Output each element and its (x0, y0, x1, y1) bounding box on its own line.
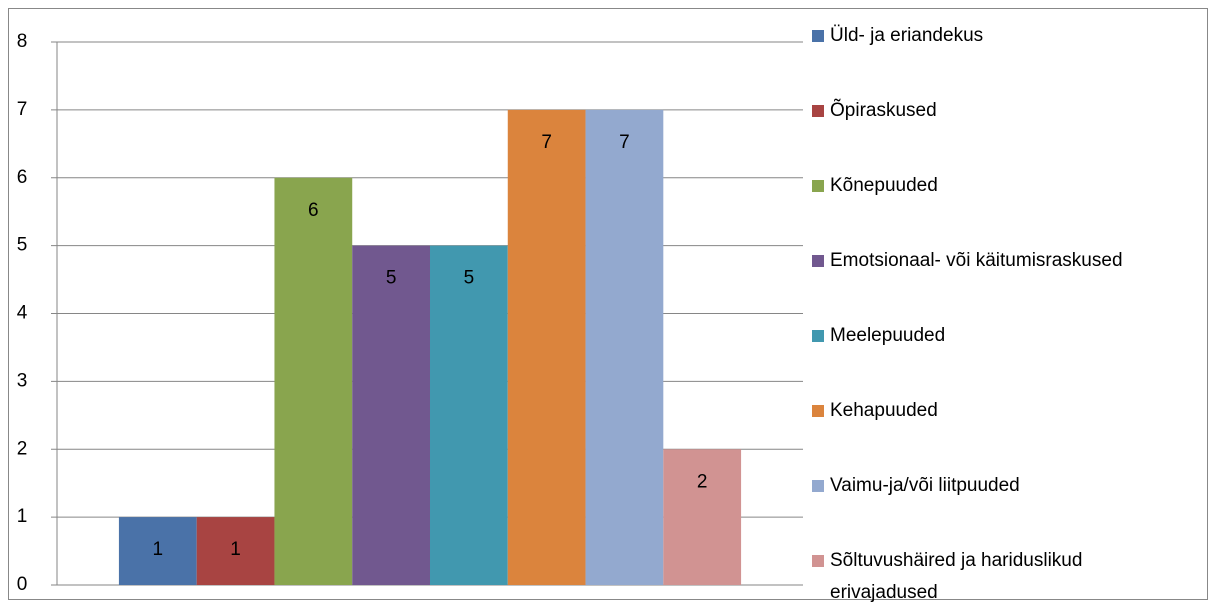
legend-label: Üld- ja eriandekus (830, 25, 984, 46)
legend-label: Emotsionaal- või käitumisraskused (830, 250, 1123, 271)
legend-item: Sõltuvushäired ja hariduslikud erivajadu… (812, 545, 1190, 609)
data-label: 2 (697, 471, 708, 492)
legend-label: Sõltuvushäired ja hariduslikud erivajadu… (830, 550, 1083, 603)
legend-item: Kõnepuuded (812, 170, 1190, 202)
legend-label: Õpiraskused (830, 100, 937, 121)
data-label: 5 (464, 268, 475, 289)
legend-swatch (812, 30, 824, 42)
legend-swatch (812, 555, 824, 567)
y-tick-label: 5 (17, 235, 28, 256)
y-tick-label: 6 (17, 167, 28, 188)
bar (118, 517, 197, 585)
data-label: 7 (619, 132, 630, 153)
legend-item: Vaimu-ja/või liitpuuded (812, 470, 1190, 502)
bar (274, 177, 353, 585)
y-tick-label: 0 (17, 574, 28, 595)
legend-swatch (812, 105, 824, 117)
bar (352, 245, 430, 585)
legend-label: Vaimu-ja/või liitpuuded (830, 475, 1020, 496)
y-tick-label: 4 (17, 303, 28, 324)
legend-swatch (812, 480, 824, 492)
data-label: 5 (386, 268, 397, 289)
bar (663, 449, 742, 585)
legend-item: Üld- ja eriandekus (812, 20, 1190, 52)
data-label: 6 (308, 200, 319, 221)
legend-swatch (812, 405, 824, 417)
chart-border (8, 8, 1208, 600)
legend-label: Kehapuuded (830, 400, 938, 421)
y-tick-label: 1 (17, 506, 28, 527)
legend-label: Meelepuuded (830, 325, 946, 346)
legend-item: Emotsionaal- või käitumisraskused (812, 245, 1190, 277)
legend-swatch (812, 180, 824, 192)
data-label: 1 (153, 539, 164, 560)
bar (507, 109, 586, 585)
legend-label: Kõnepuuded (830, 175, 938, 196)
legend-swatch (812, 330, 824, 342)
legend-item: Kehapuuded (812, 395, 1190, 427)
bar (585, 109, 664, 585)
legend-item: Meelepuuded (812, 320, 1190, 352)
bar (196, 517, 275, 585)
y-tick-label: 8 (17, 31, 28, 52)
y-tick-label: 7 (17, 99, 28, 120)
y-tick-label: 3 (17, 370, 28, 391)
data-label: 1 (230, 539, 241, 560)
legend-item: Õpiraskused (812, 95, 1190, 127)
y-tick-label: 2 (17, 438, 28, 459)
bar (430, 245, 508, 585)
legend-swatch (812, 255, 824, 267)
data-label: 7 (541, 132, 552, 153)
